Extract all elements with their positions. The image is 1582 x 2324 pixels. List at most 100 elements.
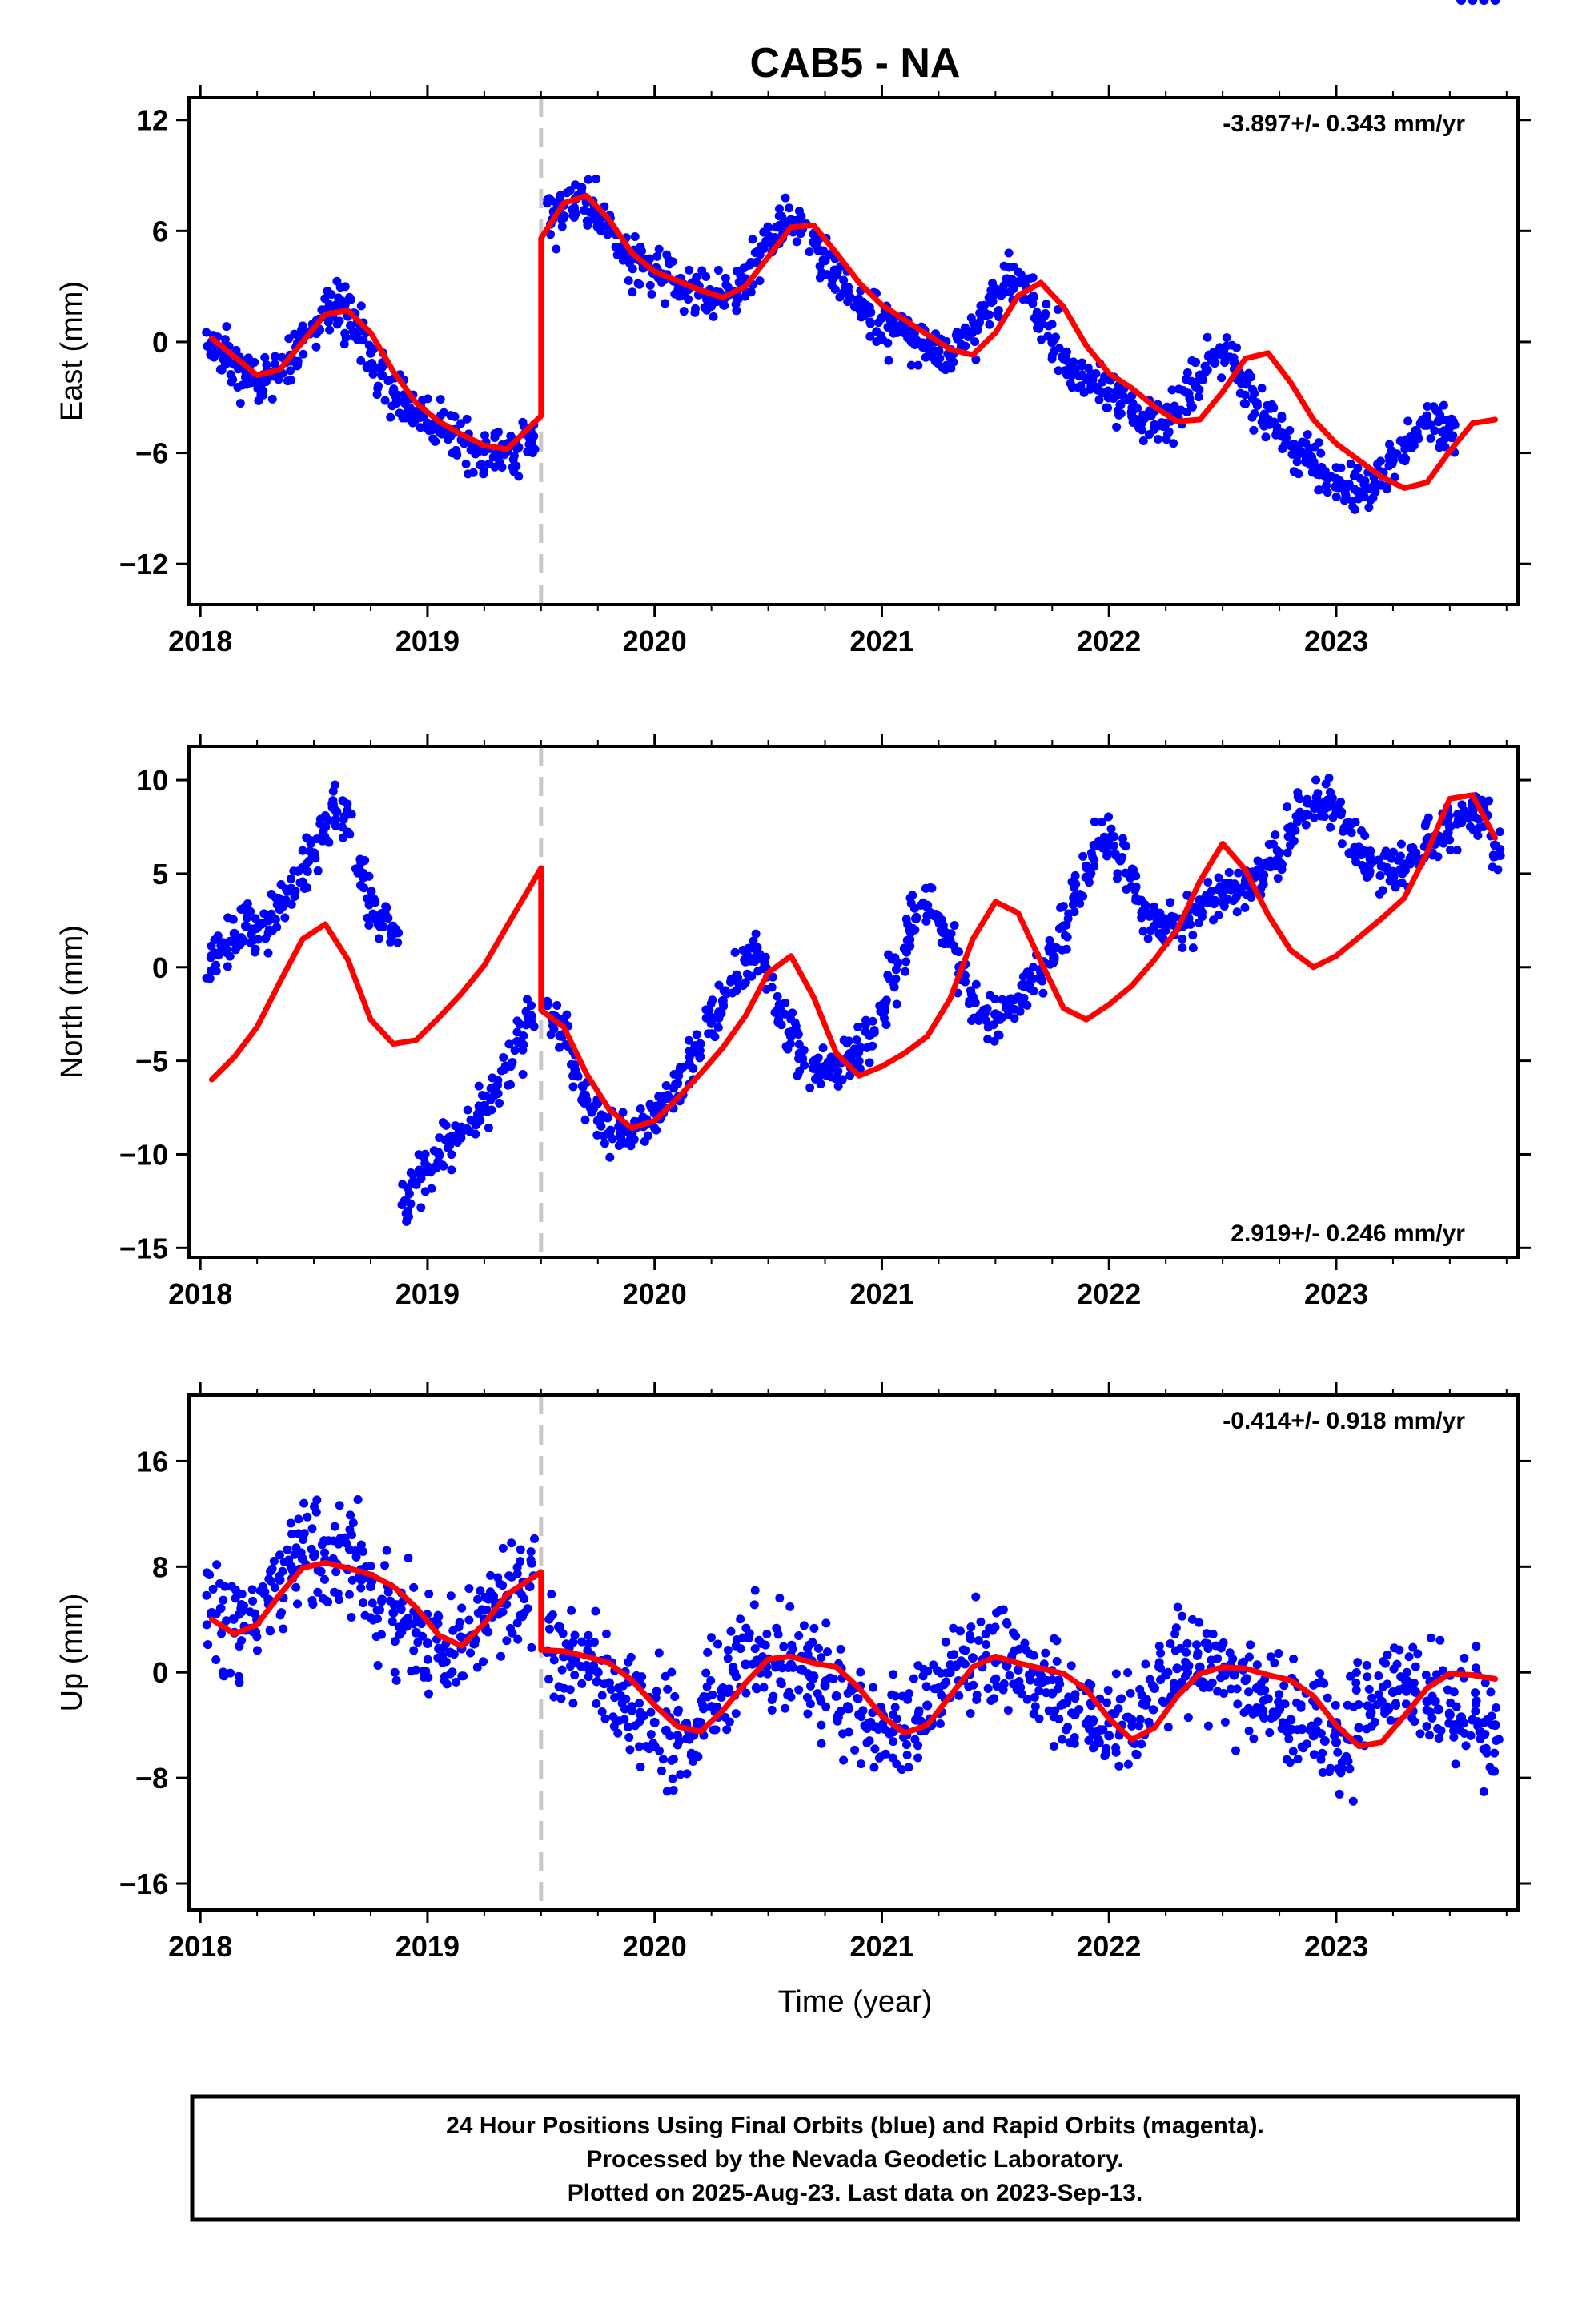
data-point-scatter [1280,1699,1290,1709]
data-point-scatter [635,1699,644,1708]
data-point-scatter [482,1606,492,1615]
data-point-scatter [444,1133,454,1143]
data-point-scatter [1247,394,1257,404]
data-point-scatter [1259,1695,1268,1705]
data-point-scatter [1037,319,1046,328]
data-point-scatter [1293,811,1303,821]
data-point-scatter [1242,1674,1251,1683]
data-point-scatter [1315,485,1324,495]
data-point-scatter [1386,1715,1395,1725]
data-point-scatter [549,1692,559,1702]
data-point-scatter [227,1582,236,1591]
data-point-scatter [897,1765,906,1775]
data-point-scatter [343,829,353,838]
data-point-scatter [570,203,580,212]
data-point-scatter [1228,1654,1238,1663]
data-point-scatter [359,1547,368,1557]
data-point-scatter [863,1719,873,1728]
data-point-scatter [418,1631,428,1641]
data-point-scatter [976,1617,986,1626]
data-point-scatter [1286,822,1295,832]
data-point-scatter [618,246,628,255]
data-point-scatter [592,1130,602,1140]
data-point-scatter [635,279,644,289]
data-point-scatter [1385,440,1395,449]
data-point-scatter [861,1015,871,1025]
data-point-scatter [1088,1717,1098,1727]
data-point-scatter [1124,1712,1134,1722]
data-point-scatter [363,913,372,923]
data-point-scatter [408,1170,418,1180]
data-point [1468,0,1478,5]
data-point-scatter [998,1605,1008,1614]
data-point-scatter [1054,366,1063,376]
data-point-scatter [1137,1739,1146,1749]
data-point-scatter [714,980,724,990]
data-point-scatter [308,1600,318,1610]
data-point-scatter [1427,1713,1437,1723]
data-point-scatter [1062,920,1071,930]
data-point-scatter [839,1755,849,1765]
data-point-scatter [498,1543,508,1553]
data-point-scatter [1490,1748,1500,1758]
data-point-scatter [391,1675,401,1685]
data-point-scatter [269,1556,279,1566]
data-point [1479,0,1489,5]
x-tick-label: 2023 [1304,625,1368,657]
data-point-scatter [457,1603,467,1613]
data-point-scatter [1047,320,1057,329]
data-point-scatter [891,974,901,983]
data-point-scatter [1044,1706,1054,1715]
data-point-scatter [754,1635,764,1645]
data-point-scatter [473,1594,483,1604]
data-point-scatter [441,1657,451,1667]
data-point-scatter [310,1549,319,1558]
data-point-scatter [304,856,314,866]
data-point-scatter [1440,442,1450,452]
data-point-scatter [1431,1670,1441,1679]
data-point-scatter [1083,363,1093,372]
data-point-scatter [583,1646,592,1655]
data-point-scatter [636,1104,645,1113]
data-point-scatter [1040,311,1050,320]
data-point-scatter [1311,775,1321,785]
data-point-scatter [1233,1699,1243,1709]
data-point-scatter [728,1664,737,1674]
data-point-scatter [236,1603,246,1613]
data-point-scatter [1232,343,1242,352]
data-point-scatter [600,1714,610,1723]
data-point-scatter [828,275,837,285]
data-point-scatter [466,1648,476,1658]
data-point-scatter [933,1684,942,1694]
data-point-scatter [738,981,748,991]
data-point-scatter [883,322,893,332]
data-point-scatter [271,352,280,361]
data-point-scatter [608,1134,617,1144]
data-point-scatter [857,312,866,322]
data-point-scatter [1488,1767,1497,1776]
data-point-scatter [958,1645,968,1655]
data-point-scatter [364,340,374,350]
data-point [1013,1664,1023,1675]
data-point-scatter [914,1706,924,1715]
data-point-scatter [626,1652,636,1662]
data-point-scatter [1009,284,1018,294]
data-point-scatter [736,272,745,282]
data-point-scatter [591,174,600,183]
data-point-scatter [904,1763,913,1772]
data-point-scatter [213,931,223,941]
data-point-scatter [1244,1726,1254,1735]
data-point-scatter [1354,1700,1363,1710]
data-point-scatter [260,1587,270,1597]
data-point-scatter [692,272,701,282]
data-point-scatter [732,970,741,979]
data-point-scatter [1095,1725,1105,1735]
data-point-scatter [1481,1743,1491,1753]
data-point-scatter [1213,1654,1223,1663]
data-point-scatter [1010,1014,1019,1023]
data-point-scatter [319,1574,329,1584]
data-point-scatter [707,1029,717,1039]
data-point [1172,1663,1182,1674]
data-point-scatter [1163,1723,1173,1732]
data-point-scatter [1182,388,1191,397]
